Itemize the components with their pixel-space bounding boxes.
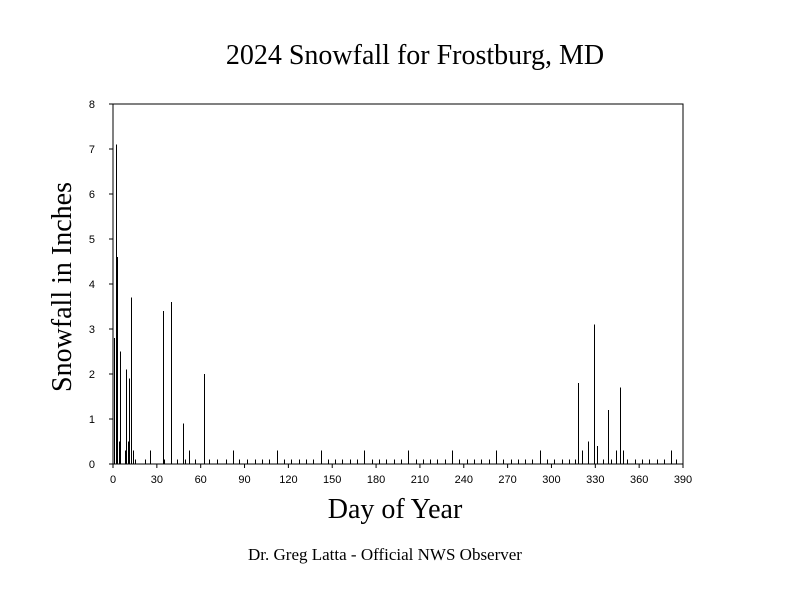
y-axis: 0 1 2 3 4 5 6 7 8 — [89, 99, 113, 471]
x-tick-label: 270 — [498, 474, 516, 486]
y-tick-label: 5 — [89, 234, 95, 246]
x-tick-label: 210 — [411, 474, 429, 486]
x-tick-label: 180 — [367, 474, 385, 486]
x-axis-label: Day of Year — [328, 494, 463, 525]
y-tick-label: 4 — [89, 279, 95, 291]
chart-title: 2024 Snowfall for Frostburg, MD — [226, 40, 604, 71]
y-tick-label: 7 — [89, 144, 95, 156]
x-tick-label: 90 — [238, 474, 250, 486]
y-axis-label: Snowfall in Inches — [47, 182, 78, 392]
x-axis: 0 30 60 90 120 150 180 210 240 270 300 330 360 390 — [110, 464, 692, 486]
x-tick-label: 0 — [110, 474, 116, 486]
x-tick-label: 60 — [195, 474, 207, 486]
x-tick-label: 150 — [323, 474, 341, 486]
x-tick-label: 360 — [630, 474, 648, 486]
y-tick-label: 3 — [89, 324, 95, 336]
x-tick-label: 300 — [542, 474, 560, 486]
y-tick-label: 8 — [89, 99, 95, 111]
footer-credit: Dr. Greg Latta - Official NWS Observer — [248, 545, 522, 564]
y-tick-label: 0 — [89, 459, 95, 471]
y-tick-label: 1 — [89, 414, 95, 426]
x-tick-label: 30 — [151, 474, 163, 486]
x-tick-label: 330 — [586, 474, 604, 486]
y-tick-label: 2 — [89, 369, 95, 381]
plot-frame — [112, 103, 684, 465]
y-tick-label: 6 — [89, 189, 95, 201]
bar-series — [114, 144, 677, 464]
x-tick-label: 240 — [455, 474, 473, 486]
x-tick-label: 120 — [279, 474, 297, 486]
x-tick-label: 390 — [674, 474, 692, 486]
